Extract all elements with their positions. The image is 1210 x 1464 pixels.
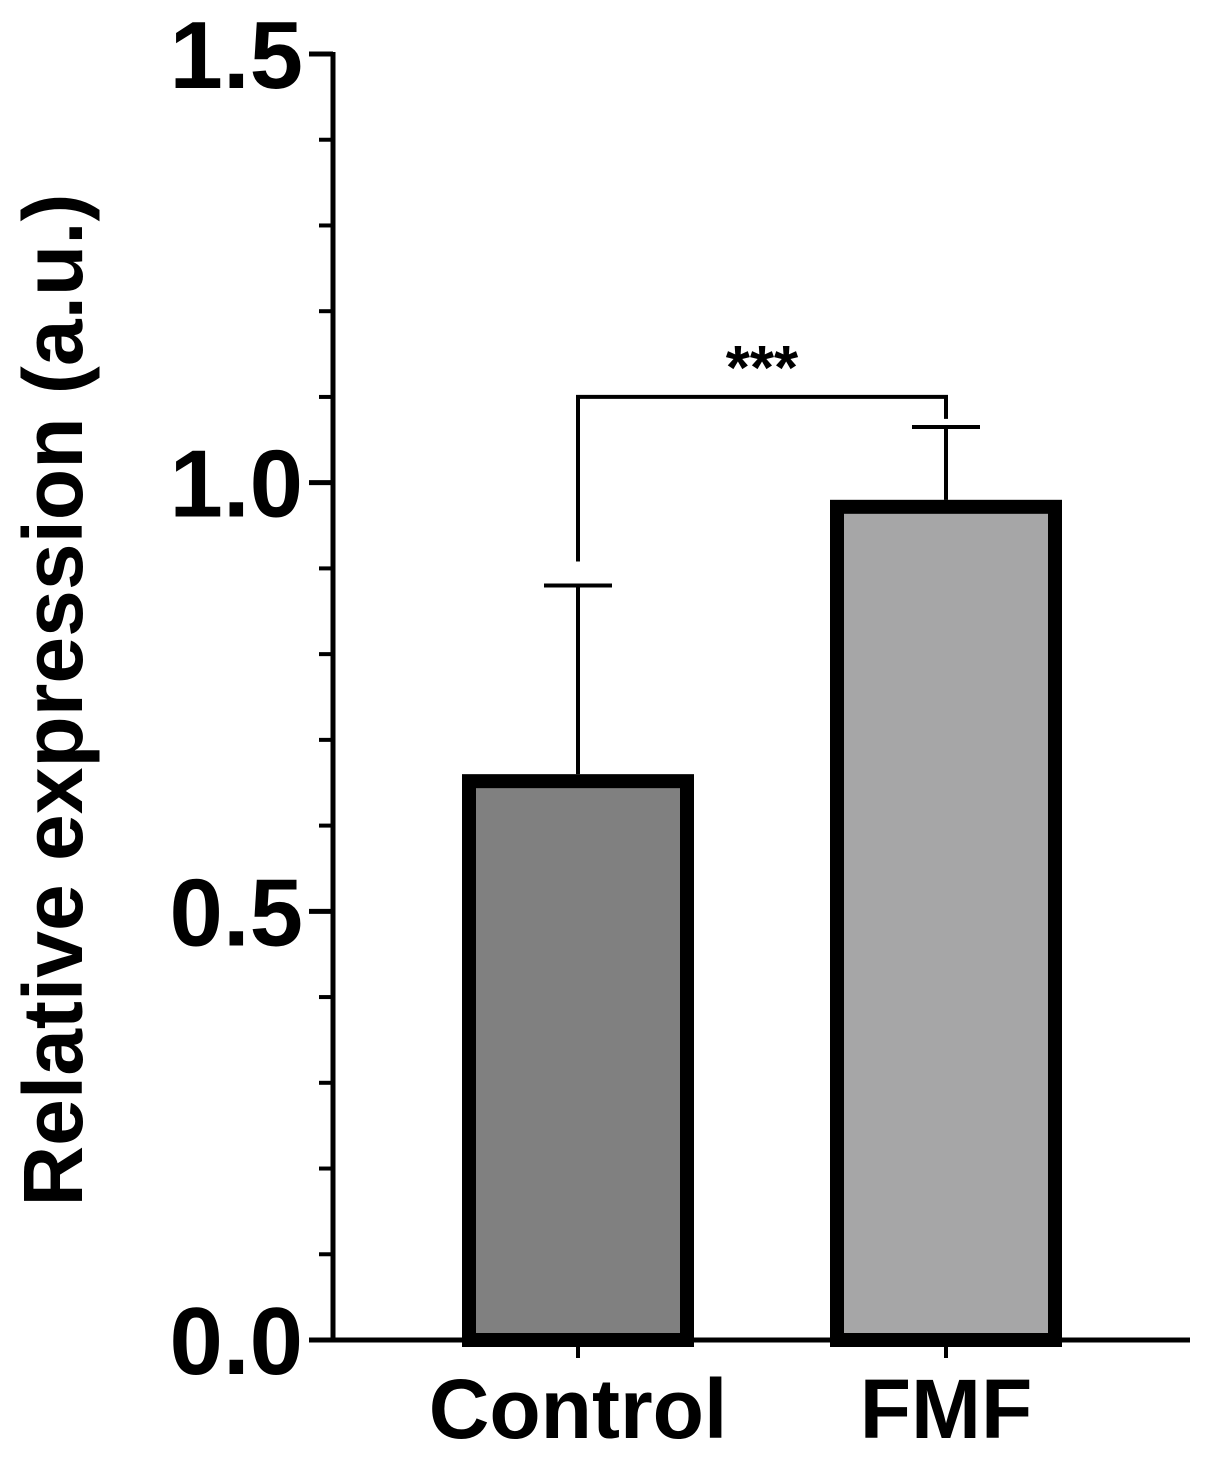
- x-category-label: FMF: [860, 1362, 1033, 1456]
- bar-fmf: [830, 499, 1062, 1347]
- error-bars-layer: [544, 424, 980, 775]
- significance-layer: ***: [576, 334, 948, 562]
- y-ticks-layer: 0.0 0.5 1.0 1.5: [170, 2, 333, 1395]
- y-tick-label: 1.5: [170, 2, 303, 109]
- y-tick-label: 0.5: [170, 859, 303, 966]
- y-axis-title: Relative expression (a.u.): [6, 193, 100, 1206]
- significance-bracket: [576, 394, 948, 562]
- x-categories-layer: Control FMF: [429, 1362, 1033, 1456]
- significance-label: ***: [726, 334, 799, 403]
- bars-layer: [462, 499, 1062, 1347]
- y-tick-label: 0.0: [170, 1288, 303, 1395]
- x-category-label: Control: [429, 1362, 728, 1456]
- bar-control: [462, 774, 694, 1347]
- axes-layer: [330, 52, 1190, 1358]
- y-tick-label: 1.0: [170, 431, 303, 538]
